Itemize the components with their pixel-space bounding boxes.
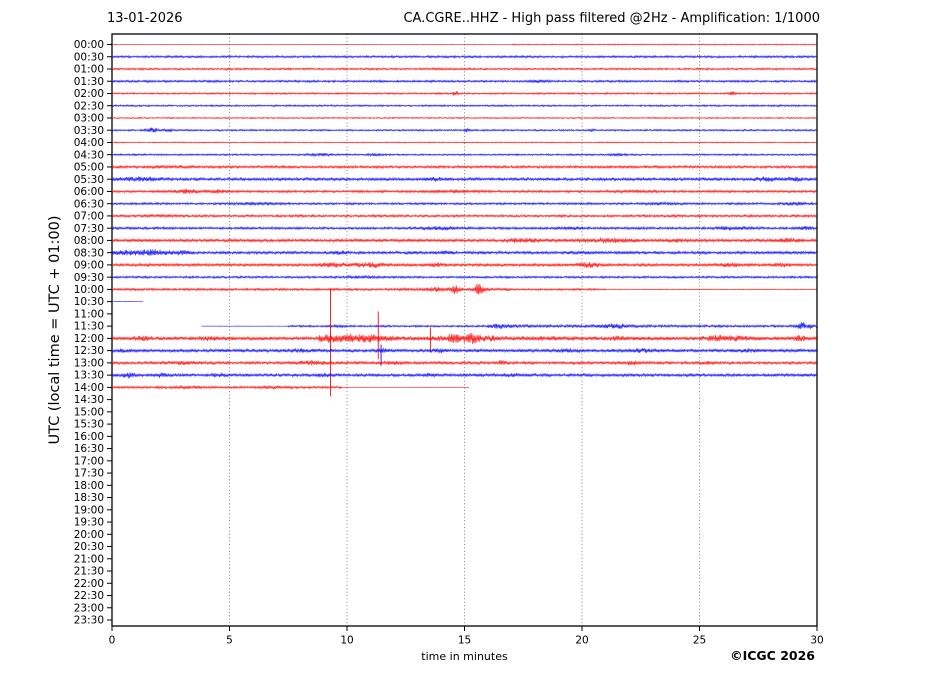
trace-12:30	[111, 347, 817, 354]
y-tick-label: 09:00	[74, 260, 104, 272]
y-tick-label: 13:30	[74, 370, 104, 382]
y-tick-label: 14:30	[74, 394, 104, 406]
y-tick-label: 02:00	[74, 88, 104, 100]
x-tick-label: 25	[693, 635, 706, 647]
trace-06:30	[111, 200, 817, 207]
y-tick-label: 04:30	[74, 149, 104, 161]
y-tick-label: 19:00	[74, 504, 104, 516]
trace-08:30	[111, 249, 817, 256]
trace-14:00	[111, 384, 470, 391]
y-tick-label: 20:30	[74, 541, 104, 553]
y-tick-label: 03:00	[74, 113, 104, 125]
trace-00:00	[111, 43, 817, 46]
y-tick-label: 16:00	[74, 431, 104, 443]
y-tick-label: 09:30	[74, 272, 104, 284]
y-tick-label: 10:00	[74, 284, 104, 296]
x-tick-label: 15	[458, 635, 471, 647]
y-tick-label: 10:30	[74, 296, 104, 308]
trace-11:30	[201, 321, 818, 330]
y-tick-label: 07:00	[74, 211, 104, 223]
trace-05:30	[111, 176, 817, 182]
y-tick-label: 23:00	[74, 602, 104, 614]
y-tick-label: 00:00	[74, 39, 104, 51]
y-tick-label: 06:00	[74, 186, 104, 198]
y-tick-label: 03:30	[74, 125, 104, 137]
y-tick-label: 15:30	[74, 419, 104, 431]
y-tick-label: 07:30	[74, 223, 104, 235]
y-tick-label: 04:00	[74, 137, 104, 149]
x-tick-label: 30	[810, 635, 823, 647]
trace-12:00	[111, 332, 817, 345]
trace-08:00	[111, 237, 817, 244]
trace-05:00	[111, 164, 817, 170]
trace-07:30	[111, 225, 817, 231]
x-tick-label: 10	[340, 635, 353, 647]
y-tick-label: 08:30	[74, 247, 104, 259]
trace-03:00	[111, 116, 817, 120]
y-tick-label: 16:30	[74, 443, 104, 455]
plot-date: 13-01-2026	[107, 11, 183, 26]
trace-04:30	[111, 152, 817, 158]
y-tick-label: 08:00	[74, 235, 104, 247]
x-tick-label: 5	[226, 635, 233, 647]
plot-title: CA.CGRE..HHZ - High pass filtered @2Hz -…	[403, 11, 820, 26]
y-tick-label: 20:00	[74, 529, 104, 541]
y-tick-label: 02:30	[74, 100, 104, 112]
y-tick-label: 19:30	[74, 517, 104, 529]
y-tick-label: 12:00	[74, 333, 104, 345]
y-tick-label: 22:00	[74, 578, 104, 590]
y-tick-label: 00:30	[74, 51, 104, 63]
trace-02:30	[111, 104, 817, 108]
trace-01:00	[111, 67, 817, 71]
y-tick-label: 01:30	[74, 76, 104, 88]
y-tick-label: 17:00	[74, 455, 104, 467]
trace-09:30	[111, 274, 817, 280]
trace-04:00	[111, 141, 817, 144]
y-tick-label: 06:30	[74, 198, 104, 210]
x-axis-label: time in minutes	[421, 650, 508, 663]
trace-02:00	[111, 90, 817, 96]
y-tick-label: 18:00	[74, 480, 104, 492]
trace-00:30	[111, 54, 817, 59]
x-tick-label: 0	[109, 635, 116, 647]
y-tick-label: 11:30	[74, 321, 104, 333]
y-tick-label: 15:00	[74, 406, 104, 418]
y-tick-label: 21:30	[74, 566, 104, 578]
y-tick-label: 11:00	[74, 308, 104, 320]
trace-06:00	[111, 188, 817, 195]
trace-07:00	[111, 213, 817, 219]
y-tick-label: 21:00	[74, 553, 104, 565]
trace-01:30	[111, 78, 817, 84]
trace-03:30	[111, 127, 817, 133]
y-tick-label: 05:00	[74, 162, 104, 174]
y-tick-label: 01:00	[74, 64, 104, 76]
y-tick-label: 23:30	[74, 615, 104, 627]
y-tick-label: 05:30	[74, 174, 104, 186]
y-tick-label: 18:30	[74, 492, 104, 504]
y-tick-label: 22:30	[74, 590, 104, 602]
y-tick-label: 12:30	[74, 345, 104, 357]
y-tick-label: 17:30	[74, 468, 104, 480]
x-tick-label: 20	[575, 635, 588, 647]
trace-13:00	[111, 360, 817, 366]
copyright: ©ICGC 2026	[730, 648, 815, 663]
trace-09:00	[111, 261, 817, 269]
trace-10:00	[111, 283, 817, 295]
trace-13:30	[111, 372, 817, 379]
y-tick-label: 13:00	[74, 357, 104, 369]
y-tick-label: 14:00	[74, 382, 104, 394]
